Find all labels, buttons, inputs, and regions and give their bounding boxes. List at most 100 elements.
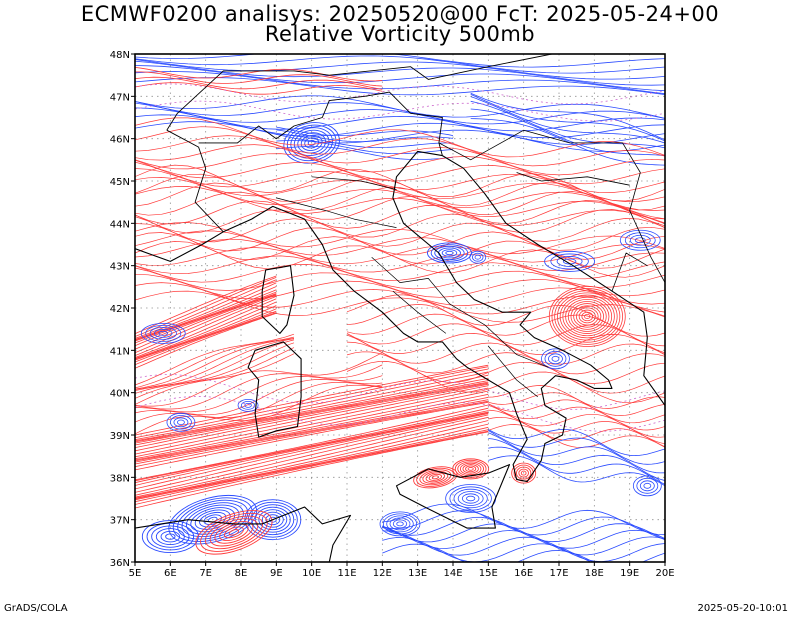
vorticity-contour <box>135 430 489 505</box>
lon-label: 20E <box>655 568 674 579</box>
sicily-coastline <box>395 464 511 529</box>
france-coastline <box>135 231 224 262</box>
vorticity-cell <box>141 520 199 554</box>
vorticity-contour <box>135 76 383 90</box>
vorticity-cell <box>151 525 190 548</box>
vorticity-contour <box>488 416 665 448</box>
vorticity-cell <box>544 251 595 272</box>
vorticity-cell <box>541 348 570 370</box>
vorticity-contour <box>135 312 277 369</box>
map-title-line2: Relative Vorticity 500mb <box>264 22 536 46</box>
vorticity-cell <box>452 458 490 480</box>
vorticity-cell <box>265 514 281 526</box>
lon-label: 12E <box>373 568 392 579</box>
vorticity-cell <box>639 480 655 492</box>
vorticity-contour <box>488 399 665 424</box>
vorticity-contour <box>135 223 665 260</box>
vorticity-cell <box>195 510 273 555</box>
vorticity-cell <box>258 509 288 531</box>
lon-label: 10E <box>302 568 321 579</box>
vorticity-contour <box>346 334 665 375</box>
vorticity-contour <box>135 65 665 92</box>
vorticity-contour <box>135 286 277 341</box>
vorticity-cell <box>453 488 488 509</box>
vorticity-cell <box>518 468 529 478</box>
vorticity-contour <box>135 384 383 435</box>
vorticity-cell <box>228 529 240 536</box>
vorticity-cell <box>290 127 333 159</box>
vorticity-contour <box>135 381 489 448</box>
latitude-labels: 36N 37N 38N 39N 40N 41N 42N 43N 44N 45N 46N 47N 48N <box>110 50 135 569</box>
vorticity-contour <box>346 313 665 354</box>
vorticity-contour <box>470 92 665 141</box>
vorticity-contour <box>135 364 489 436</box>
vorticity-contour <box>488 430 665 465</box>
vorticity-contour <box>135 400 489 468</box>
region-border <box>371 256 549 368</box>
vorticity-contour <box>135 222 665 255</box>
coastlines-and-borders <box>135 54 665 562</box>
vorticity-contour <box>276 129 454 143</box>
lon-label: 7E <box>199 568 212 579</box>
vorticity-contour <box>488 428 665 457</box>
vorticity-cell <box>581 311 594 322</box>
vorticity-cell <box>562 296 613 337</box>
lat-label: 41N <box>110 346 130 357</box>
vorticity-contour <box>135 77 665 96</box>
vorticity-contour <box>135 82 383 95</box>
vorticity-cell <box>173 417 189 428</box>
vorticity-cell <box>457 491 484 506</box>
vorticity-contour <box>135 416 489 498</box>
lat-label: 44N <box>110 219 130 230</box>
vorticity-cell <box>268 516 277 523</box>
vorticity-cell <box>166 412 196 432</box>
vorticity-cell <box>431 475 439 480</box>
vorticity-cell <box>297 132 327 154</box>
vorticity-contour <box>135 336 295 389</box>
vorticity-cell <box>636 477 659 494</box>
vorticity-cell <box>643 482 652 489</box>
vorticity-contour <box>135 294 277 354</box>
vorticity-cell <box>578 309 596 324</box>
vorticity-cell <box>624 232 656 249</box>
vorticity-contour <box>135 374 489 443</box>
vorticity-cell <box>441 249 458 257</box>
vorticity-contour <box>470 100 665 149</box>
lat-label: 38N <box>110 473 130 484</box>
vorticity-contour <box>382 523 665 549</box>
vorticity-contour <box>470 94 665 142</box>
adriatic-east-coastline <box>442 155 665 406</box>
vorticity-cell <box>559 294 615 339</box>
vorticity-contour <box>135 291 277 344</box>
vorticity-contour <box>135 390 489 461</box>
vorticity-contour <box>135 168 665 220</box>
vorticity-contour <box>135 121 665 152</box>
vorticity-cell <box>472 252 484 262</box>
vorticity-contour <box>488 385 665 409</box>
vorticity-contour <box>135 126 665 167</box>
vorticity-contour <box>135 117 665 158</box>
france-italy-border <box>166 129 224 233</box>
vorticity-cell <box>556 292 618 341</box>
vorticity-cell <box>520 470 527 476</box>
vorticity-contour <box>382 530 665 562</box>
vorticity-contour <box>135 426 489 501</box>
vorticity-cell <box>307 139 316 146</box>
vorticity-contour <box>276 126 454 136</box>
software-credit: GrADS/COLA <box>4 603 68 614</box>
vorticity-cell <box>416 467 455 487</box>
sardinia-coastline <box>247 341 302 438</box>
vorticity-contour <box>488 432 665 474</box>
vorticity-cell <box>465 465 477 473</box>
vorticity-contour <box>135 161 665 211</box>
vorticity-cell <box>632 475 662 497</box>
vorticity-cell <box>584 313 591 319</box>
vorticity-cell <box>382 513 418 535</box>
vorticity-cell <box>565 298 610 334</box>
vorticity-cell <box>544 350 567 367</box>
vorticity-cell <box>474 254 481 260</box>
vorticity-cell <box>160 530 181 543</box>
vorticity-contour <box>135 339 295 392</box>
vorticity-contour <box>135 100 665 122</box>
vorticity-cell <box>154 328 173 338</box>
